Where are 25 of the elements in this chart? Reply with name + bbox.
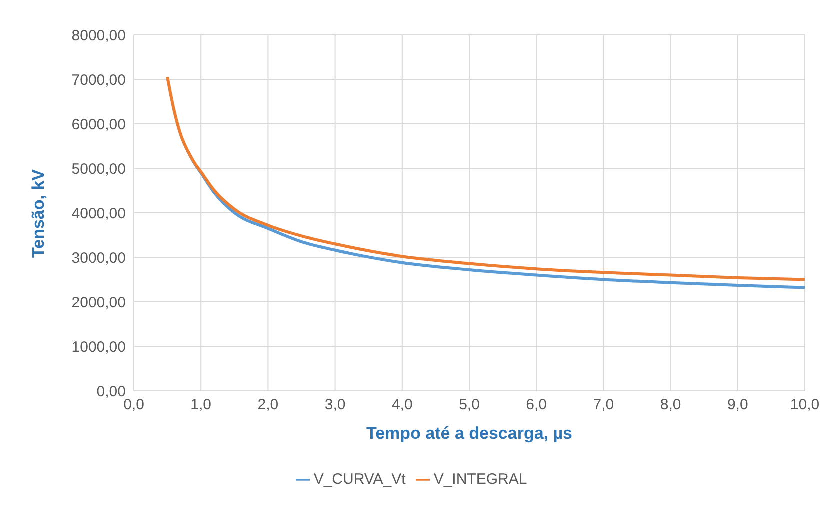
- legend-label: V_INTEGRAL: [434, 471, 528, 488]
- y-tick-label: 0,00: [96, 383, 126, 400]
- x-tick-label: 3,0: [324, 396, 346, 414]
- x-tick-label: 6,0: [526, 396, 548, 414]
- y-tick-label: 8000,00: [72, 27, 126, 44]
- line-series: [166, 76, 805, 282]
- x-tick-label: 7,0: [593, 396, 614, 414]
- y-axis-title: Tensão, kV: [29, 168, 48, 258]
- x-tick-label: 10,0: [790, 396, 820, 414]
- y-tick-label: 1000,00: [72, 338, 126, 356]
- y-tick-label: 5000,00: [72, 160, 126, 178]
- x-axis-title: Tempo até a descarga, µs: [366, 424, 573, 443]
- legend-label: V_CURVA_Vt: [314, 471, 406, 488]
- x-tick-label: 8,0: [660, 396, 682, 414]
- x-tick-label: 2,0: [258, 396, 279, 414]
- y-tick-label: 4000,00: [72, 205, 126, 222]
- x-tick-label: 1,0: [190, 396, 212, 414]
- x-tick-label: 0,0: [124, 396, 144, 414]
- x-tick-label: 4,0: [392, 396, 413, 414]
- x-tick-label: 5,0: [459, 396, 480, 414]
- y-tick-label: 2000,00: [72, 294, 126, 312]
- y-tick-label: 3000,00: [72, 250, 126, 267]
- y-tick-label: 7000,00: [72, 72, 126, 89]
- x-tick-label: 9,0: [727, 396, 748, 414]
- y-tick-label: 6000,00: [72, 116, 126, 134]
